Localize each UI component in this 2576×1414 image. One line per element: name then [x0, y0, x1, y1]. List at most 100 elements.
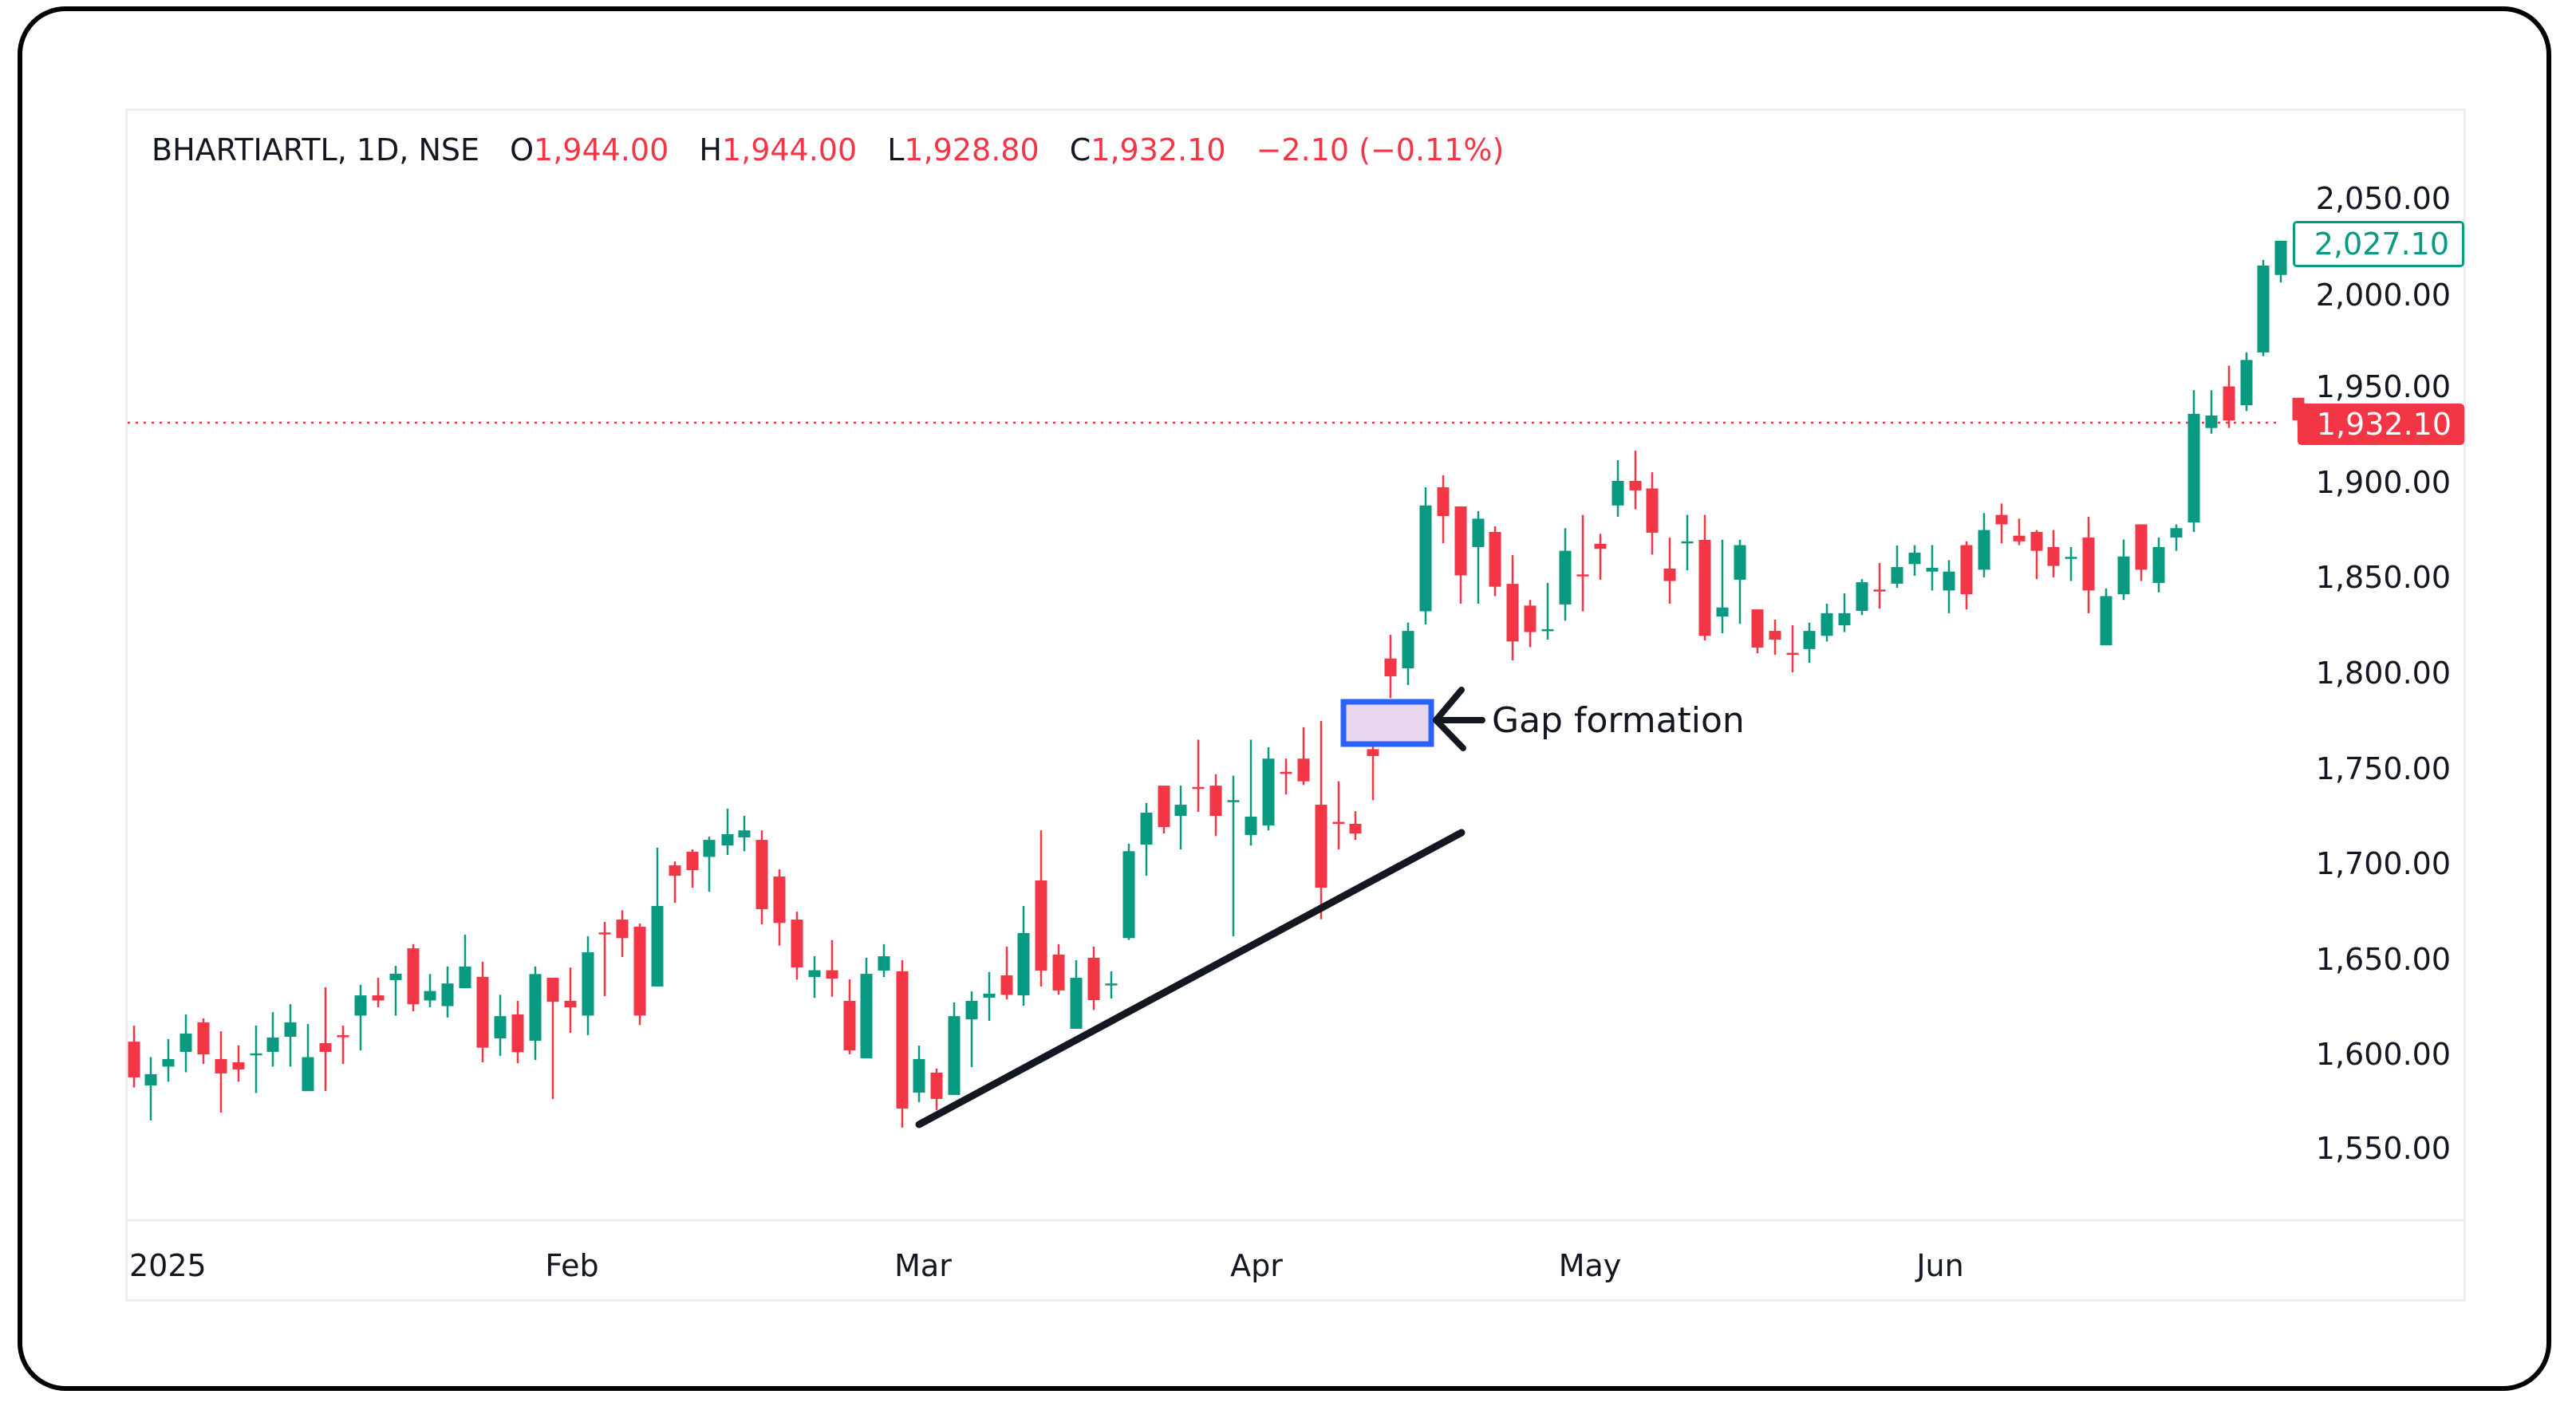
candle: [930, 1068, 943, 1110]
trendline[interactable]: [915, 829, 1466, 1128]
candle: [1541, 582, 1554, 640]
candle: [2170, 524, 2183, 551]
candle: [598, 921, 611, 997]
candle: [1838, 593, 1851, 632]
high-label: H: [699, 132, 722, 167]
candle: [546, 978, 559, 1100]
candle: [1629, 451, 1642, 510]
candle: [721, 809, 734, 856]
candle: [1926, 545, 1939, 591]
open-value: 1,944.00: [534, 132, 669, 167]
candle: [1437, 475, 1450, 544]
candle: [582, 935, 594, 1035]
gap-highlight-box[interactable]: [1340, 699, 1434, 747]
high-price-tag: 2,027.10: [2292, 221, 2464, 267]
candle: [616, 910, 629, 957]
price-tick: 1,900.00: [2315, 465, 2451, 500]
time-tick-mar: Mar: [894, 1248, 952, 1283]
candle: [1646, 472, 1659, 555]
candle: [319, 987, 332, 1092]
candle: [965, 991, 978, 1068]
candle: [459, 935, 471, 989]
candle: [2013, 518, 2026, 546]
candle: [1035, 830, 1047, 987]
candle: [494, 995, 507, 1056]
candle: [2100, 589, 2112, 646]
close-value: 1,932.10: [1091, 132, 1226, 167]
candle: [1245, 739, 1257, 846]
candle: [1576, 514, 1589, 612]
candle: [755, 830, 768, 925]
candle: [215, 1031, 227, 1113]
candle: [1769, 619, 1781, 655]
candle: [1209, 774, 1222, 837]
time-tick-jun: Jun: [1916, 1248, 1964, 1283]
candle: [476, 961, 489, 1062]
price-tick: 1,950.00: [2315, 369, 2451, 404]
candle: [441, 966, 454, 1018]
candle: [1140, 802, 1153, 876]
candle: [1559, 528, 1572, 621]
chart-panel: [125, 108, 2466, 1302]
candle: [1681, 514, 1694, 571]
candle: [1873, 563, 1886, 609]
candle: [354, 985, 367, 1051]
candle: [2240, 352, 2253, 412]
price-tick: 1,800.00: [2315, 656, 2451, 691]
candle: [2082, 517, 2095, 613]
price-tick: 1,850.00: [2315, 560, 2451, 595]
candle: [302, 1024, 314, 1092]
candle: [1174, 786, 1187, 849]
candle: [896, 960, 909, 1128]
candle: [564, 967, 577, 1033]
candle: [773, 869, 786, 946]
candle: [1734, 539, 1746, 624]
candle: [1297, 727, 1310, 786]
candle: [651, 848, 664, 987]
candle: [372, 978, 385, 1008]
open-label: O: [510, 132, 535, 167]
candle: [284, 1004, 297, 1067]
candle: [1105, 971, 1118, 999]
candle: [1280, 758, 1292, 795]
candle: [983, 971, 996, 1022]
candle: [2135, 524, 2148, 581]
candle: [1000, 946, 1013, 1000]
candle: [1506, 555, 1519, 661]
candle: [1472, 510, 1485, 604]
candle: [826, 939, 838, 997]
candle: [1122, 843, 1135, 940]
candle: [1017, 906, 1030, 1006]
candle: [1978, 513, 1990, 577]
low-label: L: [887, 132, 905, 167]
price-tick: 1,600.00: [2315, 1037, 2451, 1072]
candle: [791, 912, 803, 980]
candle: [529, 966, 542, 1061]
time-tick-apr: Apr: [1230, 1248, 1283, 1283]
candle: [1384, 635, 1397, 699]
candle: [2047, 530, 2060, 577]
candle: [337, 1025, 349, 1065]
candle: [913, 1046, 925, 1102]
candle: [162, 1039, 175, 1082]
candle: [878, 943, 890, 978]
candle: [389, 966, 402, 1016]
close-label: C: [1069, 132, 1091, 167]
candle: [2223, 365, 2235, 428]
candle: [1262, 747, 1275, 831]
candle: [1227, 775, 1240, 936]
candle: [1052, 943, 1065, 995]
candle: [1349, 811, 1362, 841]
candle: [1943, 560, 1955, 613]
high-value: 1,944.00: [721, 132, 858, 167]
candle: [738, 816, 751, 852]
gap-formation-label: Gap formation: [1492, 700, 1745, 741]
candle: [1158, 786, 1170, 834]
last-price-tag: 1,932.10: [2297, 404, 2464, 445]
candle: [633, 924, 646, 1026]
arrow-icon: [1433, 687, 1485, 751]
candle: [1524, 600, 1537, 648]
candle: [1891, 546, 1903, 589]
candle: [1315, 720, 1327, 920]
